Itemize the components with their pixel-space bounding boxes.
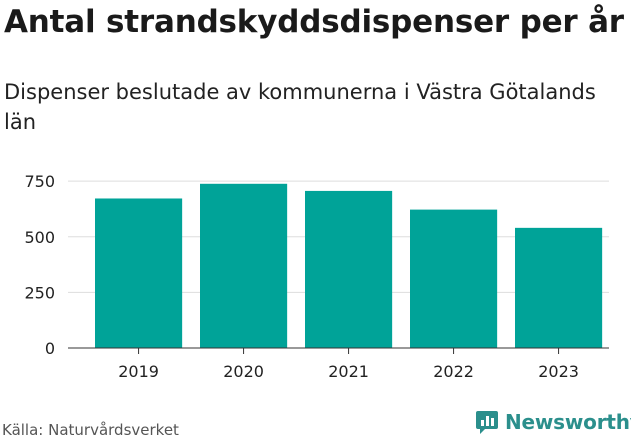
brand-name: Newsworthy [505,410,631,434]
y-tick-label: 500 [24,228,55,247]
bar [515,227,603,348]
bar [305,190,393,348]
bar [410,209,498,348]
chart-title: Antal strandskyddsdispenser per år [4,4,624,40]
chart-subtitle: Dispenser beslutade av kommunerna i Väst… [4,80,596,134]
bar [200,183,288,348]
x-tick-label: 2023 [538,362,579,381]
x-tick-label: 2022 [433,362,474,381]
newsworthy-logo[interactable]: Newsworthy [475,408,631,436]
newsworthy-icon [476,411,498,434]
y-tick-label: 250 [24,283,55,302]
x-tick-label: 2019 [118,362,159,381]
y-tick-label: 750 [24,172,55,191]
y-tick-label: 0 [45,339,55,358]
x-tick-label: 2020 [223,362,264,381]
source-note: Källa: Naturvårdsverket [2,421,179,439]
x-tick-label: 2021 [328,362,369,381]
bar [95,198,183,348]
